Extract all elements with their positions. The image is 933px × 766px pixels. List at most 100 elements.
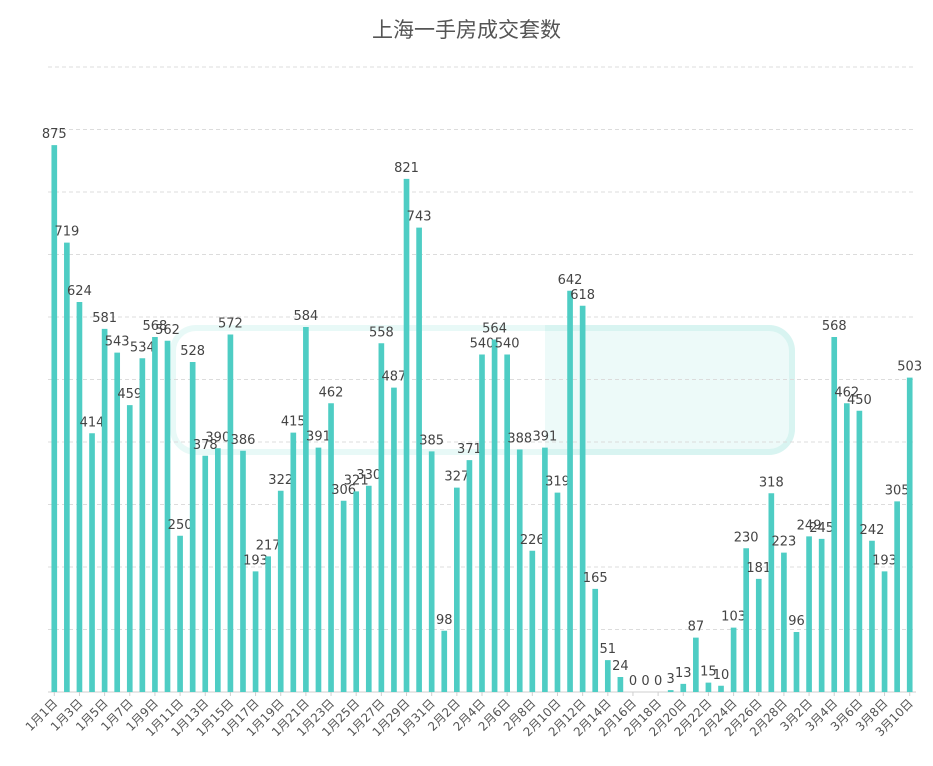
data-label: 96 xyxy=(788,614,805,629)
bar xyxy=(705,682,712,692)
bar xyxy=(567,290,573,692)
data-label: 618 xyxy=(570,288,595,303)
data-label: 10 xyxy=(713,668,730,683)
data-label: 568 xyxy=(143,319,168,334)
bar xyxy=(303,327,309,692)
data-label: 391 xyxy=(306,430,331,445)
data-label: 371 xyxy=(457,442,482,457)
bar xyxy=(667,690,674,692)
data-label: 318 xyxy=(759,475,784,490)
bar xyxy=(252,571,259,692)
bar xyxy=(743,548,750,692)
data-label: 459 xyxy=(117,387,142,402)
data-label: 462 xyxy=(319,385,344,400)
bar xyxy=(906,377,913,692)
data-label: 322 xyxy=(268,473,293,488)
bar xyxy=(265,556,271,692)
bar xyxy=(604,660,611,692)
data-label: 327 xyxy=(444,470,469,485)
data-label: 321 xyxy=(344,473,369,488)
data-label: 103 xyxy=(721,610,746,625)
bar xyxy=(164,340,171,692)
bar xyxy=(843,403,850,692)
data-label: 386 xyxy=(231,433,256,448)
data-label: 414 xyxy=(80,415,105,430)
bar xyxy=(416,227,422,692)
data-label: 51 xyxy=(600,642,617,657)
data-label: 462 xyxy=(834,385,859,400)
bar xyxy=(781,552,787,692)
data-label: 181 xyxy=(746,561,771,576)
watermark-logo-block xyxy=(545,325,795,455)
data-label: 385 xyxy=(419,433,444,448)
bar xyxy=(214,448,221,692)
data-label: 245 xyxy=(809,521,834,536)
data-label: 306 xyxy=(331,483,356,498)
data-label: 624 xyxy=(67,284,92,299)
bar xyxy=(428,451,435,692)
bar xyxy=(504,354,510,692)
data-label: 15 xyxy=(700,665,717,680)
data-label: 388 xyxy=(507,432,532,447)
bar xyxy=(454,487,460,692)
data-label: 0 xyxy=(641,674,649,689)
bar xyxy=(290,432,297,692)
bar xyxy=(126,405,133,692)
data-label: 821 xyxy=(394,161,419,176)
data-label: 568 xyxy=(822,319,847,334)
data-label: 378 xyxy=(193,438,218,453)
bar xyxy=(554,492,561,692)
data-label: 0 xyxy=(629,674,637,689)
data-label: 0 xyxy=(654,674,662,689)
bar xyxy=(479,354,485,692)
data-label: 540 xyxy=(470,337,495,352)
bar xyxy=(441,630,448,692)
data-label: 543 xyxy=(105,335,130,350)
bar xyxy=(617,677,624,692)
bar xyxy=(693,637,699,692)
bar xyxy=(793,632,800,692)
bar xyxy=(139,358,146,692)
data-label: 562 xyxy=(155,323,180,338)
bar xyxy=(516,449,523,692)
bar xyxy=(818,538,825,692)
bar xyxy=(869,540,875,692)
data-label: 223 xyxy=(771,535,796,550)
data-label: 249 xyxy=(797,518,822,533)
bar xyxy=(856,410,863,692)
data-label: 330 xyxy=(356,468,381,483)
bar xyxy=(806,536,812,692)
data-label: 24 xyxy=(612,659,629,674)
data-label: 226 xyxy=(520,533,545,548)
data-label: 98 xyxy=(436,613,453,628)
bar xyxy=(177,535,183,692)
data-label: 391 xyxy=(532,430,557,445)
bar xyxy=(755,578,762,692)
bar xyxy=(340,500,347,692)
bar xyxy=(831,337,838,692)
bar xyxy=(51,145,58,692)
bar xyxy=(391,387,397,692)
data-label: 584 xyxy=(293,309,318,324)
bar xyxy=(227,334,234,692)
bar xyxy=(680,683,687,692)
data-label: 503 xyxy=(897,360,922,375)
data-label: 540 xyxy=(495,337,520,352)
data-label: 250 xyxy=(168,518,193,533)
data-label: 230 xyxy=(734,530,759,545)
bar xyxy=(189,362,196,692)
bar xyxy=(315,447,322,692)
bar xyxy=(114,352,121,692)
bar xyxy=(768,493,775,692)
bar xyxy=(76,302,83,692)
data-label: 581 xyxy=(92,311,117,326)
bar xyxy=(579,305,586,692)
bar xyxy=(881,571,888,692)
data-label: 319 xyxy=(545,475,570,490)
data-label: 528 xyxy=(180,344,205,359)
data-label: 87 xyxy=(688,620,705,635)
data-label: 487 xyxy=(382,370,407,385)
data-label: 193 xyxy=(872,553,897,568)
